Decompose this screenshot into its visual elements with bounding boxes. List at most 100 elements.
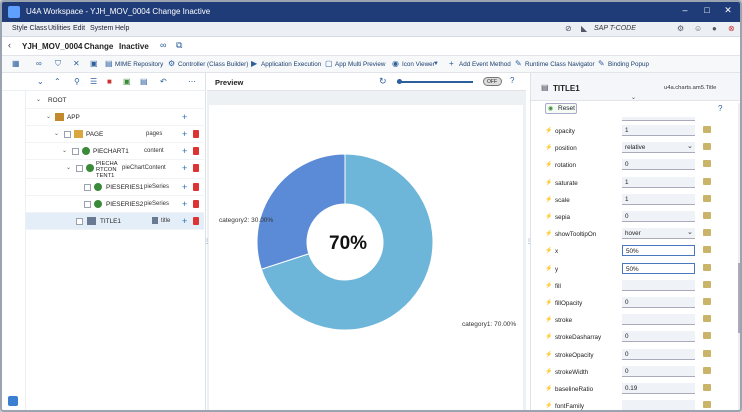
link-icon[interactable]: ∞ — [36, 59, 42, 68]
refresh-icon[interactable]: ↻ — [379, 76, 387, 86]
maximize-icon[interactable]: □ — [704, 5, 710, 15]
binding-icon[interactable] — [703, 349, 711, 357]
chevron-down-icon[interactable]: ⌄ — [66, 165, 72, 171]
binding-icon[interactable] — [703, 298, 711, 305]
delete-node-icon[interactable] — [193, 130, 199, 138]
property-value-input[interactable]: 0.19 — [622, 383, 695, 394]
binding-icon[interactable] — [703, 177, 711, 185]
event-method-icon[interactable]: + — [449, 59, 454, 68]
info-icon[interactable]: ? — [718, 104, 723, 113]
tree-row-piechartcontent1[interactable]: ⌄ PIECHA RTCON TENT1 pieChartContent + — [26, 160, 204, 179]
chevron-down-icon[interactable]: ⌄ — [46, 114, 52, 120]
reset-button[interactable]: ◉ Reset — [545, 103, 577, 114]
property-value-input[interactable]: 50% — [622, 245, 695, 257]
binding-icon[interactable] — [703, 246, 711, 254]
property-value-input[interactable]: relative — [622, 142, 695, 154]
shield-icon[interactable]: ⛉ — [55, 59, 61, 68]
tree-row-checkbox[interactable] — [76, 218, 83, 225]
property-value-input[interactable]: 50% — [622, 262, 695, 274]
user-icon[interactable]: ☺ — [694, 24, 703, 33]
property-value-input[interactable]: 0 — [622, 211, 695, 222]
app-multi-preview-button[interactable]: App Multi Preview — [335, 61, 386, 68]
layout-icon[interactable]: ▦ — [12, 59, 20, 68]
search-icon[interactable]: ⚲ — [74, 77, 80, 86]
chevron-down-icon[interactable]: ⌄ — [687, 143, 693, 151]
binding-icon[interactable] — [703, 143, 711, 151]
minimize-icon[interactable]: – — [682, 5, 688, 15]
property-value-input[interactable]: 0 — [622, 297, 695, 308]
tree-row-checkbox[interactable] — [84, 184, 91, 191]
binding-popup-button[interactable]: Binding Popup — [608, 61, 649, 68]
binding-icon[interactable] — [703, 280, 711, 288]
status-bar-icon[interactable] — [8, 396, 18, 406]
glasses-icon[interactable]: ∞ — [160, 40, 167, 50]
tree-row-pieseries2[interactable]: PIESERIES2 pieSeries + — [26, 196, 204, 213]
property-value-input[interactable]: 0 — [622, 365, 695, 377]
alert-icon[interactable]: ● — [712, 24, 717, 33]
binding-icon[interactable] — [703, 126, 711, 133]
tree-row-piechart1[interactable]: ⌄ PIECHART1 content + — [26, 143, 204, 160]
preview-toggle[interactable]: OFF — [483, 77, 502, 86]
settings-icon[interactable]: ⚙ — [677, 24, 685, 33]
binding-icon[interactable] — [703, 212, 711, 219]
add-child-icon[interactable]: + — [182, 182, 188, 192]
help-icon[interactable]: ? — [510, 76, 515, 85]
menu-system[interactable]: System — [90, 25, 114, 32]
expand-all-icon[interactable]: ⌄ — [37, 77, 44, 86]
collapse-all-icon[interactable]: ⌃ — [54, 77, 61, 86]
icon-viewer-icon[interactable]: ◉ — [392, 59, 399, 68]
menu-utilities[interactable]: Utilities — [48, 25, 71, 32]
add-child-icon[interactable]: + — [182, 199, 188, 209]
properties-scrollbar[interactable] — [738, 103, 740, 410]
menu-edit[interactable]: Edit — [73, 25, 86, 32]
tree-row-checkbox[interactable] — [76, 165, 83, 172]
binding-icon[interactable] — [703, 194, 711, 202]
runtime-class-navigator-button[interactable]: Runtime Class Navigator — [525, 61, 595, 68]
binding-icon[interactable] — [703, 263, 711, 271]
tree-row-checkbox[interactable] — [72, 148, 79, 155]
execute-icon[interactable]: ▶ — [251, 59, 258, 68]
app-execution-button[interactable]: Application Execution — [261, 61, 322, 68]
chevron-down-icon[interactable]: ⌄ — [687, 229, 693, 237]
save-icon[interactable]: ▣ — [90, 59, 98, 68]
external-link-icon[interactable]: ⧉ — [176, 40, 183, 50]
more-icon[interactable]: ⋯ — [188, 77, 196, 86]
back-icon[interactable]: ‹ — [8, 40, 11, 50]
property-value-input[interactable]: 1 — [622, 125, 695, 136]
property-value-input[interactable] — [622, 279, 695, 291]
add-child-icon[interactable]: + — [182, 216, 188, 226]
multi-preview-icon[interactable]: ▢ — [325, 59, 333, 68]
property-value-partial[interactable] — [622, 117, 695, 121]
menu-help[interactable]: Help — [115, 25, 130, 32]
delete-node-icon[interactable] — [193, 164, 199, 172]
binding-icon[interactable] — [703, 315, 711, 323]
property-value-input[interactable]: 0 — [622, 348, 695, 360]
runtime-nav-icon[interactable]: ✎ — [515, 59, 522, 68]
binding-icon[interactable] — [703, 401, 711, 409]
tree-row-app[interactable]: ⌄ APP + — [26, 109, 204, 126]
delete-node-icon[interactable] — [193, 217, 199, 225]
tree-row-checkbox[interactable] — [64, 131, 71, 138]
tree-row-page[interactable]: ⌄ PAGE pages + — [26, 126, 204, 143]
chevron-down-icon[interactable]: ⌄ — [36, 97, 42, 103]
property-value-input[interactable]: 0 — [622, 331, 695, 343]
power-icon[interactable]: ⊗ — [728, 24, 735, 33]
tree-row-title1[interactable]: TITLE1 title + — [26, 213, 204, 230]
zoom-slider-handle[interactable] — [397, 79, 402, 84]
add-child-icon[interactable]: + — [182, 112, 188, 122]
list-icon[interactable]: ☰ — [90, 77, 98, 86]
mime-repository-button[interactable]: MIME Repository — [115, 61, 164, 68]
delete-node-icon[interactable] — [193, 200, 199, 208]
property-value-input[interactable]: 1 — [622, 193, 695, 205]
delete-node-icon[interactable] — [193, 183, 199, 191]
pie-slice-category2[interactable] — [256, 153, 346, 270]
add-event-method-button[interactable]: Add Event Method — [459, 61, 511, 68]
undo-icon[interactable]: ↶ — [160, 77, 167, 86]
chevron-down-icon[interactable]: ⌄ — [631, 95, 637, 101]
ban-icon[interactable]: ⊘ — [565, 24, 572, 33]
tree-row-checkbox[interactable] — [84, 201, 91, 208]
menu-style-class[interactable]: Style Class — [12, 25, 48, 32]
chevron-down-icon[interactable]: ▼ — [433, 61, 439, 67]
property-value-input[interactable] — [622, 314, 695, 326]
add-child-icon[interactable]: + — [182, 146, 188, 156]
